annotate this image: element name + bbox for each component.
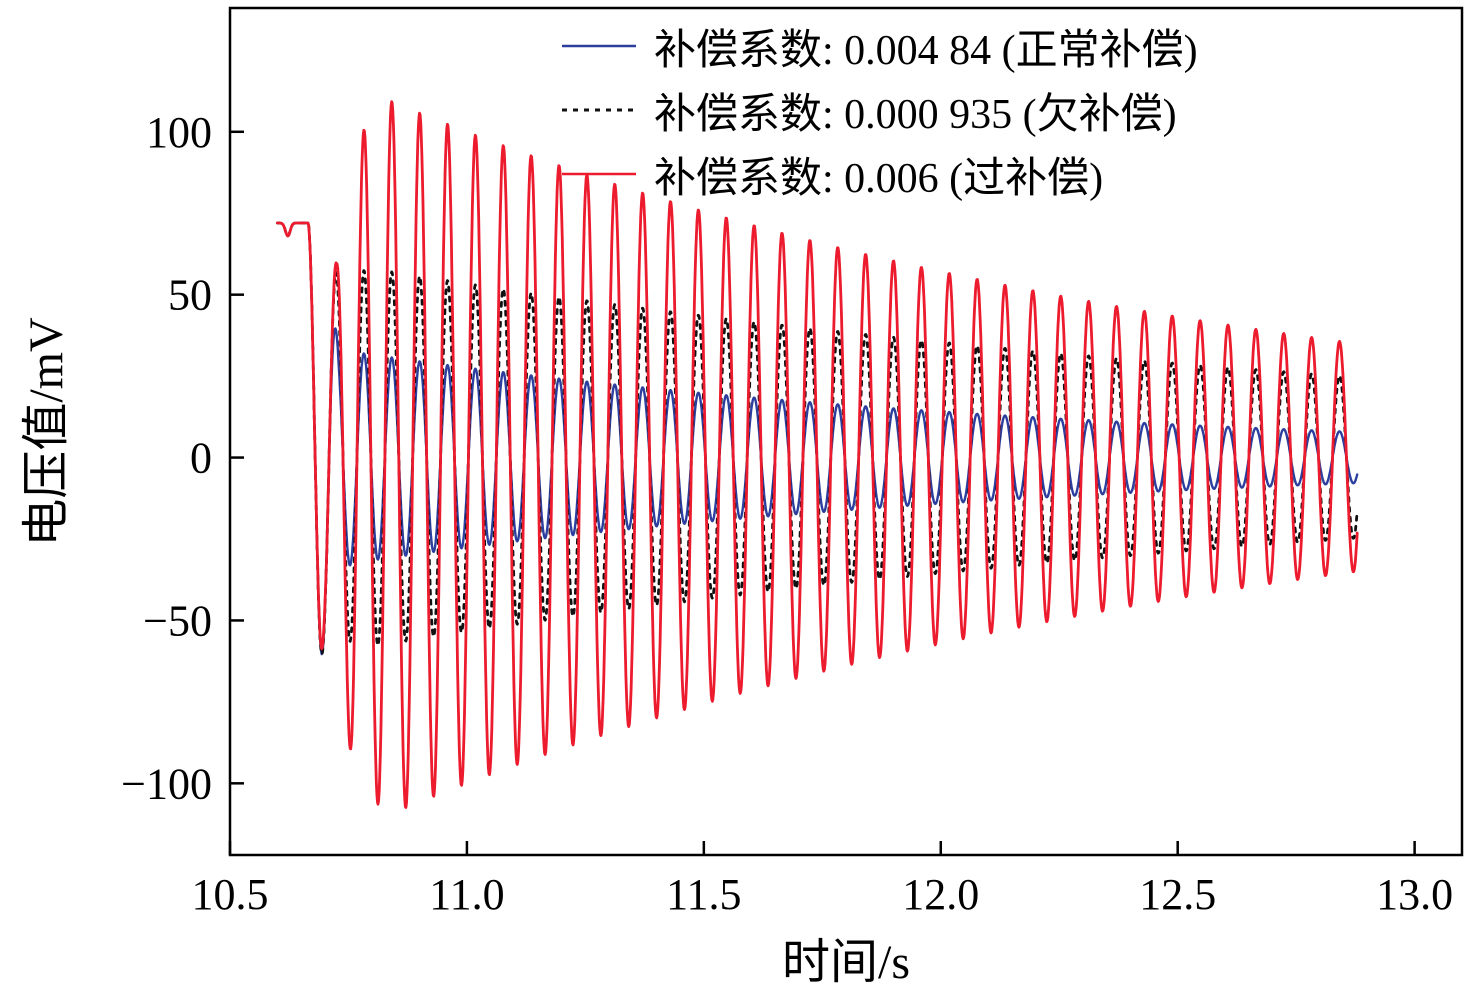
axes: 10.5 11.0 11.5 12.0 12.5 13.0 100 50 0 −50 −100 bbox=[121, 6, 1464, 919]
chart-legend: 补偿系数: 0.004 84 (正常补偿) 补偿系数: 0.000 935 (欠补… bbox=[560, 16, 1198, 204]
y-tick-label: −50 bbox=[143, 596, 212, 645]
series-line-over bbox=[276, 100, 1359, 809]
y-axis-label: 电压值/mV bbox=[20, 317, 73, 547]
legend-item-over: 补偿系数: 0.006 (过补偿) bbox=[560, 144, 1198, 204]
x-tick-label: 11.5 bbox=[666, 870, 741, 919]
legend-label-over: 补偿系数: 0.006 (过补偿) bbox=[654, 155, 1104, 202]
y-tick-label: −100 bbox=[121, 759, 212, 808]
plot-border bbox=[228, 6, 1464, 857]
y-tick-label: 50 bbox=[168, 271, 212, 320]
x-tick-label: 12.0 bbox=[902, 870, 979, 919]
legend-label-under: 补偿系数: 0.000 935 (欠补偿) bbox=[654, 91, 1177, 138]
y-tick-label: 100 bbox=[146, 108, 212, 157]
x-axis-label: 时间/s bbox=[782, 936, 910, 989]
legend-item-under: 补偿系数: 0.000 935 (欠补偿) bbox=[560, 80, 1198, 140]
y-tick-label: 0 bbox=[190, 434, 212, 483]
legend-line-sample-dashed-icon bbox=[562, 108, 636, 112]
x-tick-label: 13.0 bbox=[1376, 870, 1453, 919]
x-tick-label: 10.5 bbox=[192, 870, 269, 919]
x-tick-label: 11.0 bbox=[429, 870, 504, 919]
series-lines bbox=[276, 100, 1359, 809]
legend-item-normal: 补偿系数: 0.004 84 (正常补偿) bbox=[560, 16, 1198, 76]
legend-line-sample-solid-icon bbox=[562, 172, 636, 176]
legend-line-sample-solid-icon bbox=[562, 44, 636, 48]
legend-label-normal: 补偿系数: 0.004 84 (正常补偿) bbox=[654, 27, 1198, 74]
x-tick-label: 12.5 bbox=[1139, 870, 1216, 919]
